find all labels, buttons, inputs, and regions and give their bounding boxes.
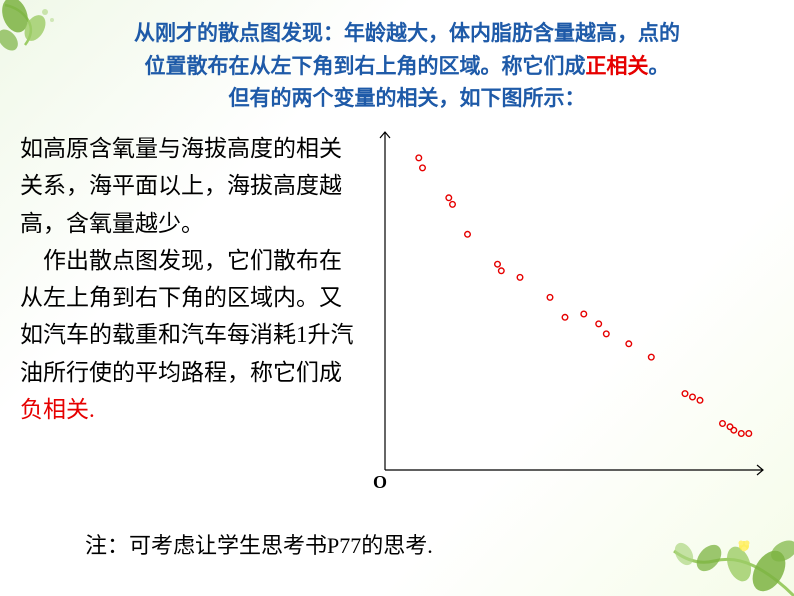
scatter-point: [626, 341, 632, 347]
title-line2-a: 位置散布在从左下角到右上角的区域。称它们成: [145, 55, 586, 78]
scatter-point: [450, 202, 456, 208]
title-line-2: 位置散布在从左下角到右上角的区域。称它们成正相关。: [50, 51, 764, 84]
scatter-point: [731, 427, 737, 433]
body-para1: 如高原含氧量与海拔高度的相关关系，海平面以上，海拔高度越高，含氧量越少。: [20, 136, 342, 236]
title-line2-b: 。: [649, 55, 670, 78]
scatter-point: [446, 195, 452, 201]
body-text: 如高原含氧量与海拔高度的相关关系，海平面以上，海拔高度越高，含氧量越少。 作出散…: [20, 130, 355, 428]
footnote: 注：可考虑让学生思考书P77的思考.: [85, 528, 433, 560]
scatter-point: [562, 315, 568, 321]
scatter-point: [416, 155, 422, 161]
scatter-point: [649, 354, 655, 360]
title-line-3: 但有的两个变量的相关，如下图所示：: [50, 83, 764, 116]
neg-correlation-term: 负相关.: [20, 397, 95, 422]
scatter-point: [720, 421, 726, 427]
scatter-svg: O: [365, 130, 765, 500]
scatter-point: [495, 261, 501, 267]
title-block: 从刚才的散点图发现：年龄越大，体内脂肪含量越高，点的 位置散布在从左下角到右上角…: [50, 18, 764, 116]
scatter-point: [739, 431, 745, 437]
origin-label: O: [373, 472, 387, 492]
title-line-1: 从刚才的散点图发现：年龄越大，体内脂肪含量越高，点的: [50, 18, 764, 51]
scatter-point: [547, 295, 553, 301]
body-para2-a: 作出散点图发现，它们散布在从左上角到右下角的区域内。又如汽车的载重和汽车每消耗1…: [20, 248, 354, 385]
scatter-point: [596, 321, 602, 327]
scatter-point: [499, 268, 505, 274]
pos-correlation-term: 正相关: [586, 55, 649, 78]
scatter-point: [420, 165, 426, 171]
scatter-point: [581, 311, 587, 317]
scatter-points-group: [416, 155, 752, 436]
scatter-chart: O: [365, 130, 765, 500]
scatter-point: [682, 391, 688, 397]
scatter-point: [517, 275, 523, 281]
scatter-point: [690, 394, 696, 400]
scatter-point: [465, 232, 471, 238]
scatter-point: [746, 431, 752, 437]
scatter-point: [697, 398, 703, 404]
scatter-point: [604, 331, 610, 337]
